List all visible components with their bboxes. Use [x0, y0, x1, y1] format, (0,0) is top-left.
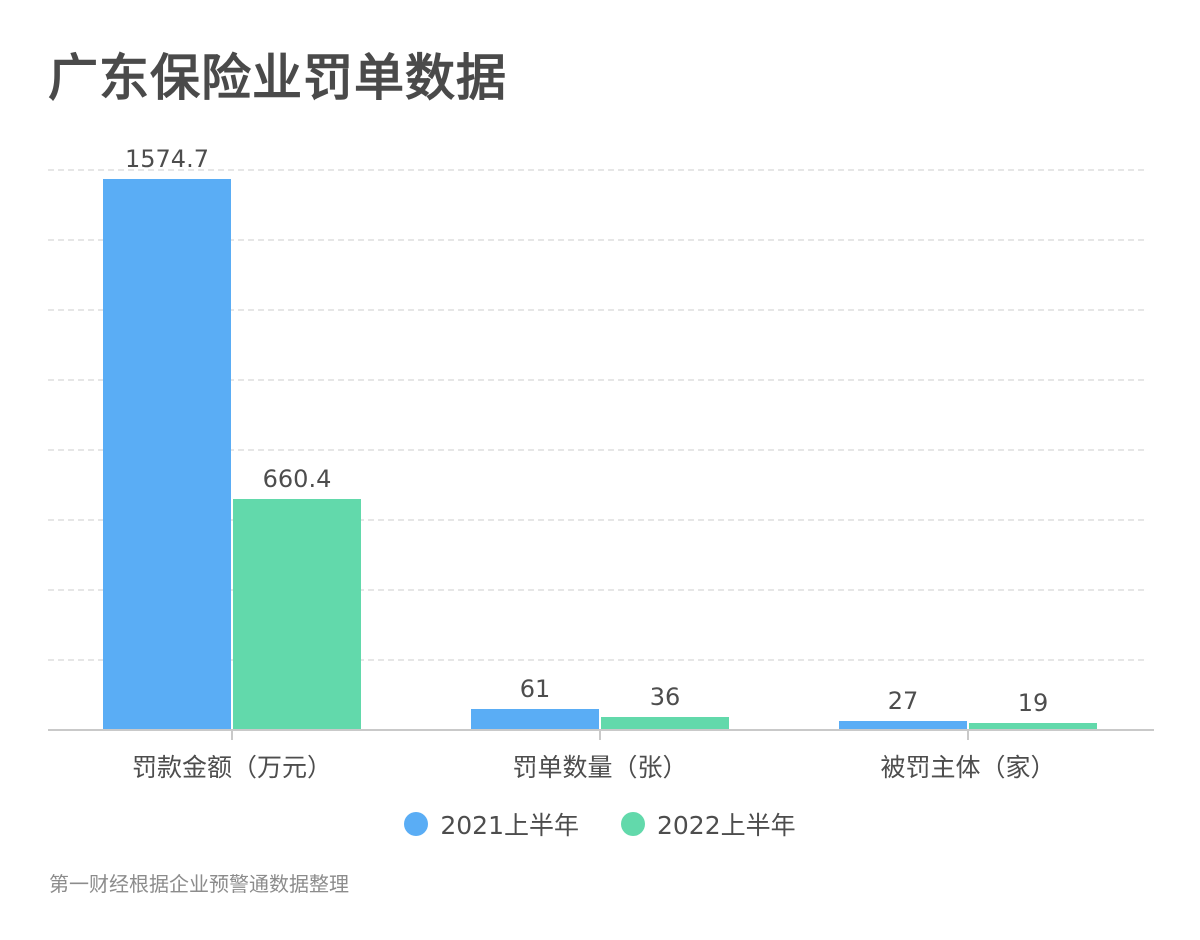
- x-axis-tick: [231, 730, 233, 740]
- bar-2022-fine-amount[interactable]: [233, 498, 361, 730]
- page-title: 广东保险业罚单数据: [48, 49, 507, 107]
- gridline: [48, 379, 1144, 381]
- circle-icon: [404, 812, 429, 836]
- bar-2021-fine-amount[interactable]: [103, 178, 231, 730]
- value-label: 36: [649, 683, 681, 712]
- bar-2022-penalized-entities[interactable]: [969, 723, 1097, 730]
- circle-icon: [621, 812, 645, 836]
- bar-chart: 1574.7 660.4 61 36 27 19 罚款金额（万元） 罚单数量（张…: [48, 0, 1154, 940]
- gridline: [48, 239, 1144, 241]
- value-label: 660.4: [262, 464, 332, 493]
- category-label: 罚单数量（张）: [512, 753, 688, 782]
- bar-2022-ticket-count[interactable]: [601, 717, 729, 730]
- legend: 2021上半年 2022上半年: [0, 806, 1200, 842]
- legend-item-2022[interactable]: 2022上半年: [621, 806, 796, 842]
- gridline: [48, 169, 1144, 171]
- gridline: [48, 449, 1144, 451]
- gridline: [48, 519, 1144, 521]
- value-label: 1574.7: [125, 144, 209, 173]
- value-label: 61: [519, 674, 551, 703]
- gridline: [48, 589, 1144, 591]
- value-label: 19: [1017, 689, 1049, 718]
- x-axis-tick: [967, 730, 969, 740]
- gridline: [48, 659, 1144, 661]
- legend-label: 2021上半年: [440, 811, 579, 840]
- category-label: 被罚主体（家）: [880, 753, 1056, 782]
- x-axis: [48, 729, 1154, 731]
- bar-2021-ticket-count[interactable]: [471, 708, 599, 730]
- bar-2021-penalized-entities[interactable]: [839, 720, 967, 730]
- category-label: 罚款金额（万元）: [131, 753, 332, 782]
- legend-item-2021[interactable]: 2021上半年: [404, 806, 579, 842]
- value-label: 27: [887, 686, 919, 715]
- legend-label: 2022上半年: [657, 811, 796, 840]
- source-note: 第一财经根据企业预警通数据整理: [49, 872, 349, 896]
- gridline: [48, 309, 1144, 311]
- x-axis-tick: [599, 730, 601, 740]
